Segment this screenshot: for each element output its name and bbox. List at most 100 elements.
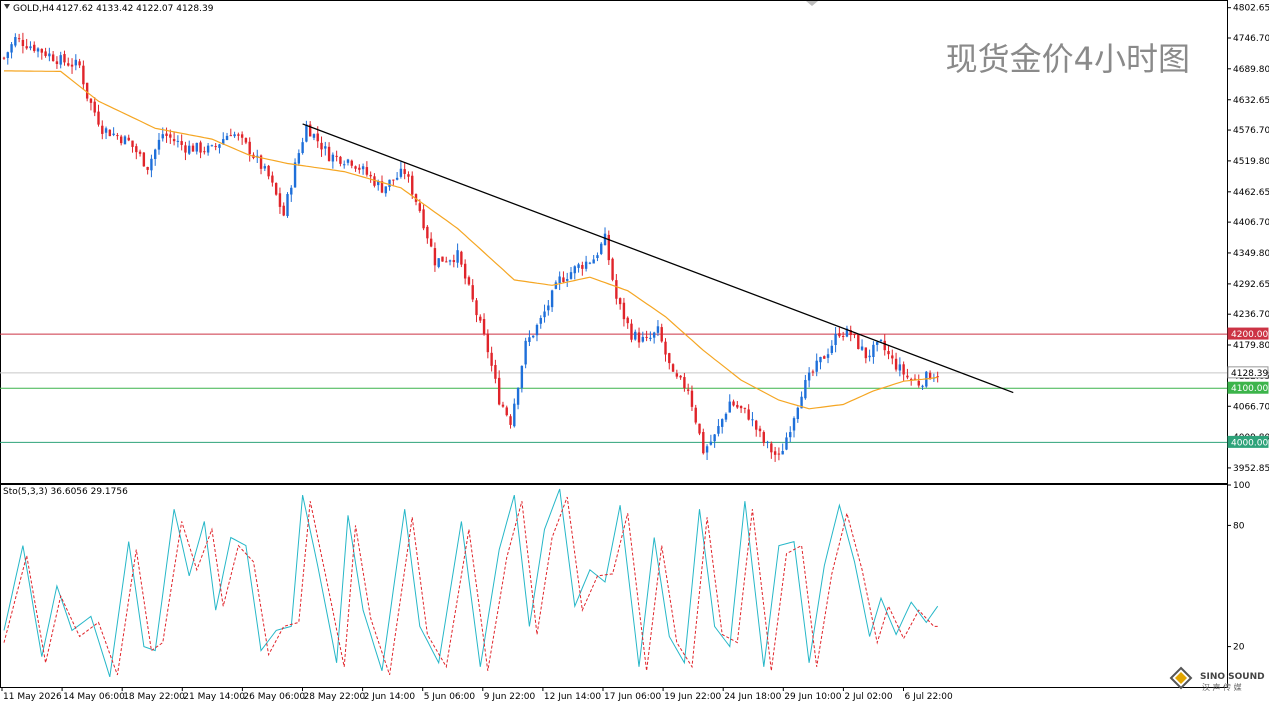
price-tick-label: 4406.70	[1233, 218, 1269, 228]
stochastic-signal-line	[3, 496, 938, 676]
candle-body	[82, 65, 85, 85]
candle-body	[214, 146, 217, 148]
candle-body	[25, 46, 28, 49]
candle-body	[596, 255, 599, 259]
candle-body	[101, 125, 104, 134]
candle-body	[656, 326, 660, 333]
candle-body	[259, 155, 263, 169]
candle-body	[569, 272, 573, 279]
candle-body	[721, 419, 724, 427]
candle-body	[581, 264, 584, 269]
candle-body	[195, 142, 198, 152]
candle-body	[532, 335, 535, 338]
candle-body	[74, 59, 78, 66]
candle-body	[365, 167, 369, 175]
candle-body	[222, 139, 225, 145]
candle-body	[267, 165, 270, 177]
price-tick-label: 3952.85	[1233, 464, 1269, 474]
price-axis: 4802.65 4746.70 4689.80 4632.65 4576.70 4519.…	[1227, 4, 1269, 474]
candle-body	[686, 389, 690, 391]
candle-body	[539, 317, 542, 324]
candle-body	[807, 372, 811, 381]
candle-body	[921, 385, 924, 387]
candle-body	[135, 146, 138, 153]
candle-body	[180, 141, 183, 145]
candle-body	[290, 187, 293, 195]
candle-body	[671, 364, 675, 372]
candle-body	[755, 420, 758, 430]
candle-body	[240, 134, 244, 138]
candle-body	[188, 145, 191, 154]
candle-body	[10, 44, 13, 53]
candle-body	[486, 333, 490, 353]
candle-body	[21, 39, 25, 47]
candle-body	[728, 401, 731, 413]
candle-body	[17, 38, 21, 40]
candle-body	[849, 330, 852, 336]
time-tick-label: 14 May 06:00	[63, 692, 125, 702]
dropdown-triangle-icon[interactable]	[4, 4, 10, 9]
candle-body	[528, 337, 531, 342]
candle-body	[471, 285, 474, 300]
horizontal-levels[interactable]: 4200.00 4128.39 4100.00 4000.00	[0, 327, 1269, 448]
trendline[interactable]	[302, 123, 1014, 394]
price-tick-label: 4462.65	[1233, 188, 1269, 198]
candle-body	[176, 140, 180, 142]
candle-body	[63, 54, 66, 63]
candle-body	[702, 432, 705, 454]
candle-body	[698, 423, 701, 434]
candle-body	[6, 52, 9, 58]
main-chart-frame	[0, 0, 1228, 484]
time-tick-label: 26 May 06:00	[243, 692, 305, 702]
candle-body	[928, 372, 932, 380]
candle-body	[509, 416, 512, 425]
candle-body	[452, 260, 456, 263]
candle-body	[131, 140, 134, 147]
candle-body	[524, 340, 527, 365]
candle-body	[709, 441, 713, 445]
candle-body	[184, 145, 187, 153]
time-tick-label: 18 May 22:00	[123, 692, 185, 702]
candle-body	[331, 154, 335, 162]
candle-body	[739, 406, 743, 409]
candle-body	[429, 238, 433, 247]
time-tick-label: 19 Jun 22:00	[664, 692, 721, 702]
candle-body	[566, 279, 569, 281]
candle-body	[399, 168, 403, 177]
candle-body	[206, 145, 210, 153]
candle-body	[350, 160, 353, 166]
candle-body	[792, 418, 796, 431]
candle-body	[48, 53, 51, 57]
candle-body	[78, 61, 81, 66]
moving-average-line	[4, 70, 938, 410]
candle-body	[29, 46, 32, 49]
candle-body	[388, 179, 391, 187]
candle-body	[516, 387, 520, 405]
candle-body	[335, 155, 338, 157]
candle-body	[675, 373, 679, 377]
candle-body	[460, 251, 463, 265]
candle-body	[312, 134, 316, 138]
time-tick-label: 9 Jun 22:00	[484, 692, 536, 702]
candle-body	[467, 277, 471, 285]
candle-body	[634, 331, 637, 340]
candle-body	[732, 401, 735, 406]
stochastic-tick-label: 100	[1233, 481, 1250, 491]
time-tick-label: 2 Jul 02:00	[844, 692, 893, 702]
candle-body	[717, 426, 720, 434]
shift-marker-icon[interactable]	[806, 1, 818, 6]
candle-body	[203, 151, 206, 153]
candle-body	[463, 263, 467, 279]
candle-body	[157, 139, 161, 150]
resistance-trendline[interactable]	[302, 123, 1014, 394]
candle-body	[683, 377, 686, 389]
candle-body	[445, 261, 448, 263]
candle-body	[172, 139, 176, 142]
candle-body	[894, 358, 898, 370]
price-level-label: 4200.00	[1231, 330, 1268, 340]
candle-body	[811, 371, 815, 373]
candle-body	[395, 177, 399, 180]
candle-body	[641, 336, 645, 342]
candle-body	[826, 354, 830, 358]
